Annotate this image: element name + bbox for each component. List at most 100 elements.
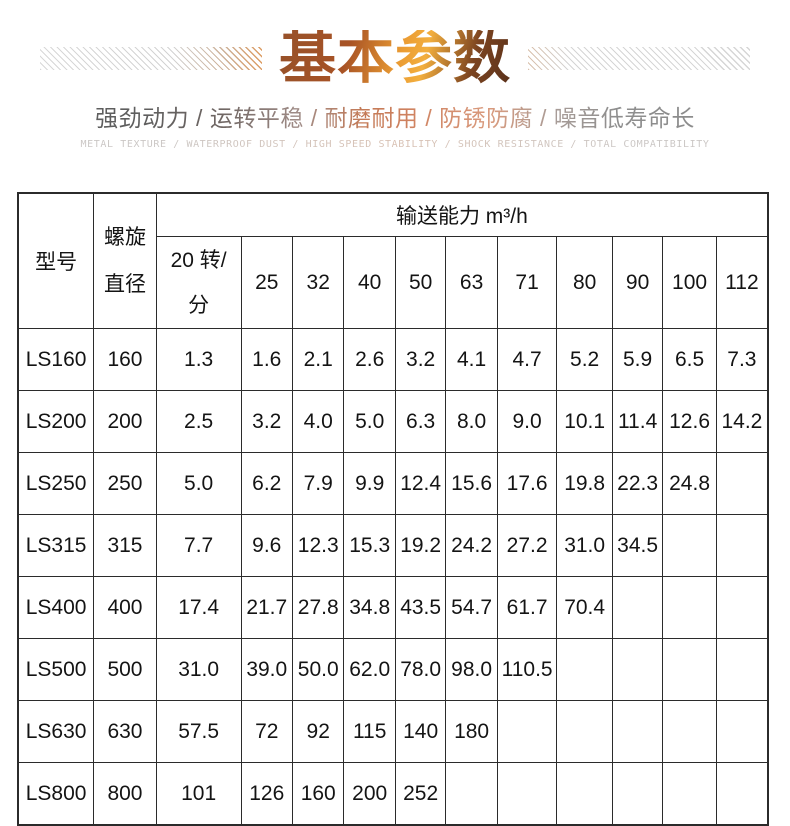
rpm20-value-cell: 7.7 — [155, 514, 242, 577]
capacity-value-cell — [662, 638, 717, 701]
capacity-value-cell: 7.9 — [291, 452, 345, 515]
capacity-value-cell — [496, 762, 558, 826]
capacity-value-cell: 22.3 — [611, 452, 664, 515]
table-row: LS250 250 5.0 6.2 7.9 9.9 12.4 15.6 17.6 19.8 22.3… — [17, 452, 769, 515]
capacity-value-cell: 160 — [291, 762, 345, 826]
column-header-speed: 63 — [445, 236, 498, 329]
capacity-value-cell: 34.8 — [343, 576, 396, 639]
table-header-row-1: 型号 螺旋 直径 输送能力 m³/h — [17, 192, 769, 329]
capacity-value-cell: 126 — [240, 762, 293, 826]
capacity-value-cell: 43.5 — [394, 576, 447, 639]
table-row: LS800 800 101 126 160 200 252 — [17, 762, 769, 826]
capacity-value-cell: 8.0 — [445, 390, 498, 453]
capacity-value-cell: 3.2 — [394, 328, 447, 391]
capacity-value-cell: 5.2 — [556, 328, 613, 391]
capacity-value-cell: 27.8 — [291, 576, 345, 639]
capacity-value-cell: 70.4 — [556, 576, 613, 639]
column-header-speed: 90 — [611, 236, 664, 329]
capacity-value-cell: 12.3 — [291, 514, 345, 577]
table-row: LS160 160 1.3 1.6 2.1 2.6 3.2 4.1 4.7 5.2 5.9 6.5 7.… — [17, 328, 769, 391]
capacity-value-cell: 50.0 — [291, 638, 345, 701]
capacity-value-cell — [611, 700, 664, 763]
capacity-value-cell: 115 — [343, 700, 396, 763]
capacity-value-cell: 98.0 — [445, 638, 498, 701]
capacity-value-cell: 4.7 — [496, 328, 558, 391]
capacity-value-cell: 5.0 — [343, 390, 396, 453]
table-header-row-2: 20 转/ 分 25 32 40 50 63 71 80 90 100 112 — [18, 236, 769, 329]
capacity-value-cell: 61.7 — [496, 576, 558, 639]
model-cell: LS800 — [17, 762, 95, 826]
capacity-value-cell — [715, 452, 769, 515]
capacity-value-cell — [445, 762, 498, 826]
capacity-value-cell: 27.2 — [496, 514, 558, 577]
capacity-value-cell — [556, 762, 613, 826]
capacity-value-cell — [611, 762, 664, 826]
model-cell: LS250 — [17, 452, 95, 515]
capacity-value-cell: 110.5 — [496, 638, 558, 701]
capacity-value-cell: 252 — [394, 762, 447, 826]
table-row: LS200 200 2.5 3.2 4.0 5.0 6.3 8.0 9.0 10.1 11.4 12.… — [17, 390, 769, 453]
column-header-speed: 32 — [291, 236, 345, 329]
model-cell: LS315 — [17, 514, 95, 577]
capacity-value-cell: 19.8 — [556, 452, 613, 515]
diameter-cell: 500 — [93, 638, 157, 701]
capacity-value-cell — [715, 514, 769, 577]
column-header-speed: 80 — [556, 236, 613, 329]
capacity-value-cell: 12.6 — [662, 390, 717, 453]
capacity-value-cell: 72 — [240, 700, 293, 763]
parameters-table: 型号 螺旋 直径 输送能力 m³/h 20 转/ 分 25 32 40 50 63 71 8… — [17, 192, 769, 826]
page-title: 基本参数 — [279, 26, 511, 90]
capacity-value-cell: 10.1 — [556, 390, 613, 453]
rpm20-value-cell: 57.5 — [155, 700, 242, 763]
capacity-value-cell: 31.0 — [556, 514, 613, 577]
diameter-cell: 250 — [93, 452, 157, 515]
model-cell: LS200 — [17, 390, 95, 453]
capacity-value-cell: 3.2 — [240, 390, 293, 453]
capacity-group-header: 输送能力 m³/h — [155, 192, 769, 237]
capacity-value-cell: 180 — [445, 700, 498, 763]
capacity-value-cell — [715, 700, 769, 763]
rpm-label-line1: 20 转/ — [170, 248, 227, 272]
capacity-value-cell: 62.0 — [343, 638, 396, 701]
diameter-cell: 400 — [93, 576, 157, 639]
diameter-label-line2: 直径 — [103, 273, 146, 296]
capacity-value-cell — [715, 762, 769, 826]
capacity-value-cell: 1.6 — [240, 328, 293, 391]
capacity-value-cell — [662, 700, 717, 763]
capacity-value-cell — [496, 700, 558, 763]
capacity-value-cell: 6.3 — [394, 390, 447, 453]
decor-hatch-left — [40, 46, 262, 70]
header-section: 基本参数 强劲动力 / 运转平稳 / 耐磨耐用 / 防锈防腐 / 噪音低寿命长 … — [0, 0, 790, 150]
column-header-speed: 40 — [343, 236, 396, 329]
column-header-speed: 25 — [240, 236, 293, 329]
capacity-value-cell: 9.6 — [240, 514, 293, 577]
diameter-cell: 800 — [93, 762, 157, 826]
diameter-cell: 630 — [93, 700, 157, 763]
capacity-value-cell: 14.2 — [715, 390, 769, 453]
capacity-value-cell: 4.0 — [291, 390, 345, 453]
capacity-value-cell — [556, 700, 613, 763]
feature-tagline: 强劲动力 / 运转平稳 / 耐磨耐用 / 防锈防腐 / 噪音低寿命长 — [0, 99, 790, 133]
rpm-label-line2: 分 — [188, 293, 210, 317]
capacity-value-cell — [662, 762, 717, 826]
capacity-value-cell: 54.7 — [445, 576, 498, 639]
diameter-cell: 315 — [93, 514, 157, 577]
model-cell: LS630 — [17, 700, 95, 763]
capacity-value-cell: 11.4 — [611, 390, 664, 453]
capacity-value-cell — [715, 576, 769, 639]
capacity-value-cell: 140 — [394, 700, 447, 763]
capacity-value-cell: 24.2 — [445, 514, 498, 577]
capacity-value-cell: 17.6 — [496, 452, 558, 515]
capacity-value-cell: 9.0 — [496, 390, 558, 453]
column-header-diameter: 螺旋 直径 — [93, 192, 157, 329]
diameter-label-line1: 螺旋 — [103, 226, 146, 249]
capacity-value-cell: 4.1 — [445, 328, 498, 391]
title-row: 基本参数 — [0, 23, 790, 93]
rpm20-value-cell: 101 — [155, 762, 242, 826]
capacity-value-cell: 7.3 — [715, 328, 769, 391]
rpm20-value-cell: 17.4 — [155, 576, 242, 639]
table-row: LS315 315 7.7 9.6 12.3 15.3 19.2 24.2 27.2 31.0 34… — [17, 514, 769, 577]
capacity-value-cell: 12.4 — [394, 452, 447, 515]
model-cell: LS400 — [17, 576, 95, 639]
column-header-speed: 112 — [715, 236, 769, 329]
